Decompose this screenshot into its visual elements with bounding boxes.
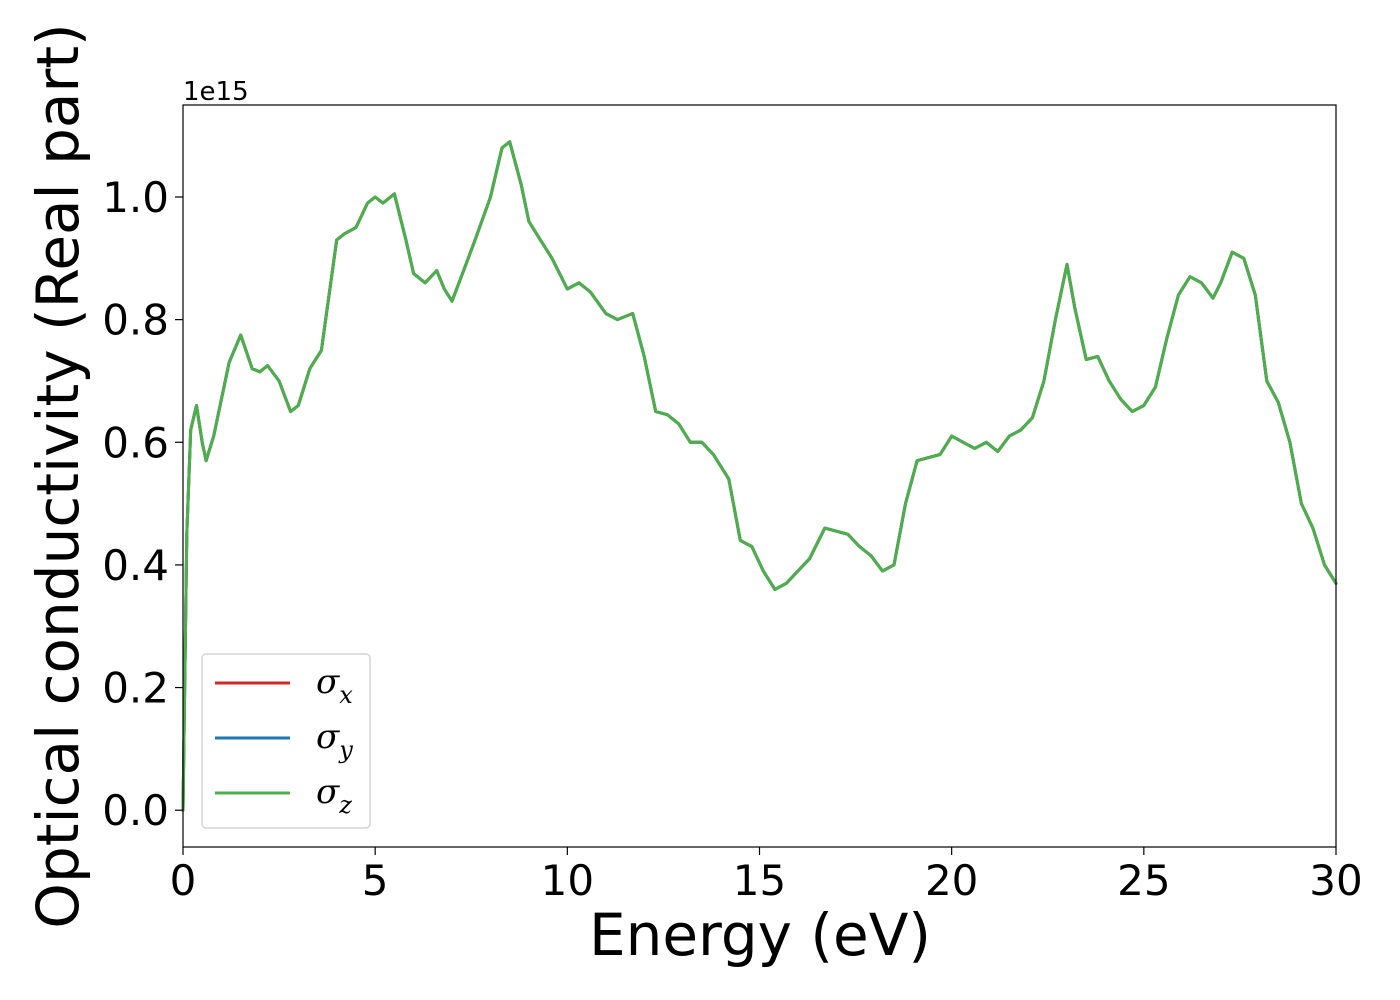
x-tick-label: 10: [541, 856, 594, 905]
y-offset-label: 1e15: [183, 77, 249, 107]
y-axis-label: Optical conductivity (Real part): [24, 23, 92, 928]
legend-label-1: σx: [316, 662, 353, 709]
x-tick-label: 5: [362, 856, 389, 905]
legend: σx σy σz: [201, 653, 371, 829]
y-tick-label: 0.8: [102, 296, 169, 345]
series-line-3: [181, 140, 1338, 812]
x-ticks: 0 5 10 15 20 25 30: [170, 847, 1363, 905]
legend-label-2: σy: [316, 717, 353, 764]
legend-label-3: σz: [316, 772, 352, 819]
y-tick-label: 1.0: [102, 173, 169, 222]
x-tick-label: 25: [1117, 856, 1170, 905]
x-tick-label: 15: [733, 856, 786, 905]
y-ticks: 0.0 0.2 0.4 0.6 0.8 1.0: [102, 173, 183, 835]
legend-box: [201, 653, 371, 829]
y-tick-label: 0.2: [102, 664, 169, 713]
x-tick-label: 0: [170, 856, 197, 905]
x-tick-label: 30: [1309, 856, 1362, 905]
x-tick-label: 20: [925, 856, 978, 905]
y-tick-label: 0.4: [102, 541, 169, 590]
y-tick-label: 0.6: [102, 418, 169, 467]
y-tick-label: 0.0: [102, 786, 169, 835]
series-layer: [181, 140, 1338, 812]
x-axis-label: Energy (eV): [589, 901, 931, 969]
